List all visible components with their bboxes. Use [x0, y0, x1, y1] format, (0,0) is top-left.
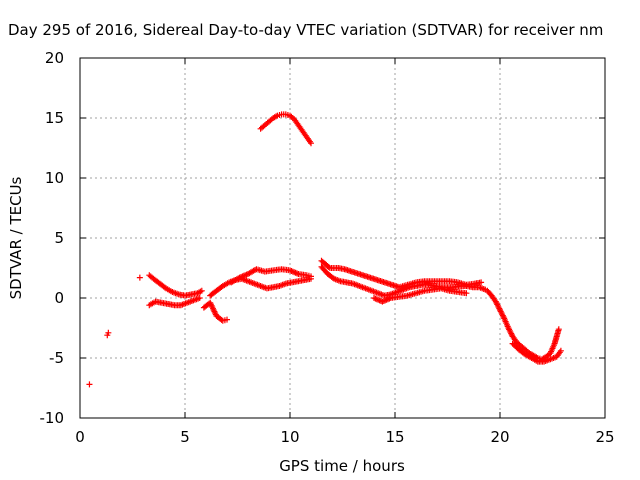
- y-tick-label: 5: [54, 229, 64, 247]
- y-tick-label: 0: [54, 289, 64, 307]
- y-axis-label: SDTVAR / TECUs: [7, 176, 25, 299]
- series-segment-a-lower: [146, 295, 203, 309]
- x-tick-label: 0: [75, 428, 85, 446]
- data-point: [478, 279, 485, 286]
- series-segment-d-lower: [509, 340, 564, 365]
- series-segment-b: [207, 275, 314, 299]
- x-tick-label: 10: [280, 428, 299, 446]
- data-point: [198, 287, 205, 294]
- chart-title: Day 295 of 2016, Sidereal Day-to-day VTE…: [8, 21, 603, 39]
- series-segment-c-lower: [371, 285, 470, 305]
- data-point: [463, 290, 470, 297]
- y-tick-label: 20: [45, 49, 64, 67]
- series-segment-b-lower: [200, 299, 230, 324]
- x-tick-label: 15: [385, 428, 404, 446]
- y-tick-label: 15: [45, 109, 64, 127]
- data-point: [325, 263, 332, 270]
- y-tick-label: -5: [49, 349, 64, 367]
- series-arc-high: [257, 111, 314, 147]
- data-point: [308, 273, 314, 280]
- axis-ticks: [79, 57, 606, 419]
- data-point: [308, 140, 314, 147]
- data-point: [105, 329, 112, 336]
- y-tick-labels: -10 -5 0 5 10 15 20: [40, 49, 65, 427]
- grid: [80, 58, 605, 418]
- data-point: [136, 274, 143, 281]
- x-tick-label: 20: [490, 428, 509, 446]
- series-isolated-points: [86, 274, 143, 388]
- x-tick-label: 5: [180, 428, 190, 446]
- y-tick-label: 10: [45, 169, 64, 187]
- series-segment-c-upper: [318, 257, 485, 291]
- data-point: [224, 316, 230, 323]
- data-point: [196, 295, 203, 301]
- series-segment-a-upper: [146, 272, 205, 299]
- data-point: [557, 347, 564, 354]
- y-tick-label: -10: [40, 409, 65, 427]
- series-segment-b-upper: [228, 266, 314, 286]
- data-points: [86, 111, 564, 388]
- x-tick-labels: 0 5 10 15 20 25: [75, 428, 614, 446]
- x-tick-label: 25: [595, 428, 614, 446]
- data-point: [555, 326, 562, 333]
- data-point: [86, 381, 93, 388]
- x-axis-label: GPS time / hours: [279, 457, 405, 475]
